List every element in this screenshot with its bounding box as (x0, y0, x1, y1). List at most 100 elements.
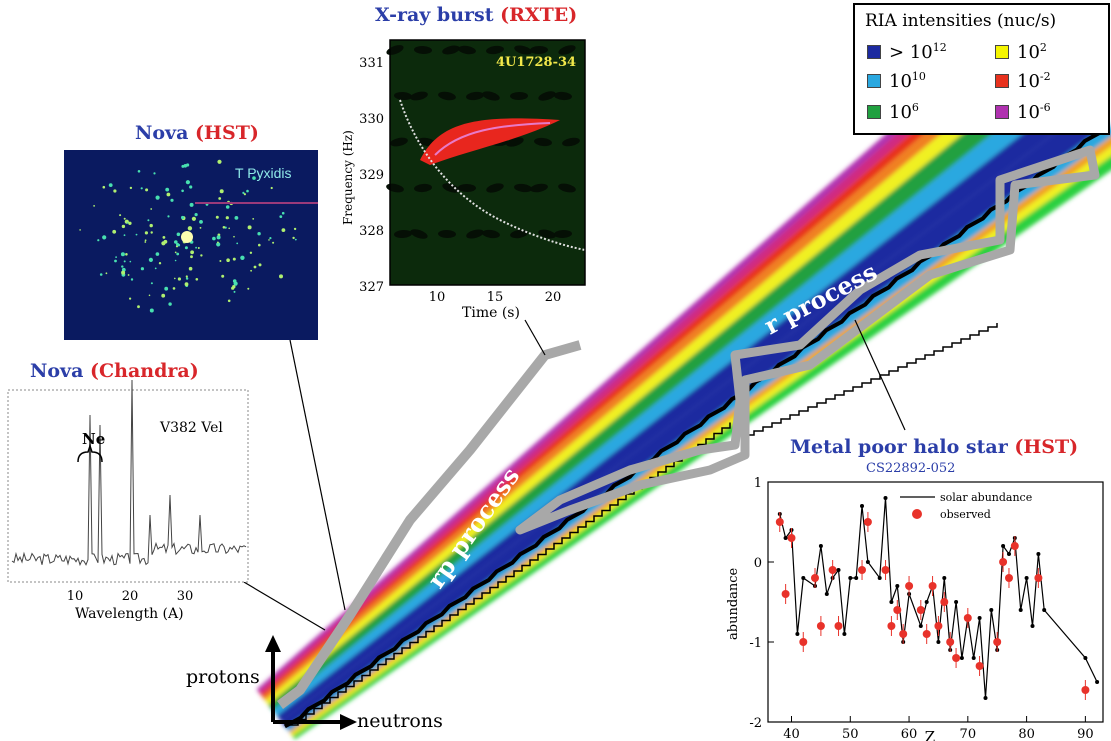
xray-noise (394, 91, 412, 101)
neutrons-axis-arrow (273, 714, 357, 730)
hst-star (279, 215, 283, 219)
hst-star (252, 176, 256, 180)
ria-legend-item: 102 (995, 41, 1047, 63)
xray-xtick: 20 (545, 290, 562, 305)
chart-band (288, 136, 1111, 734)
solar-point (889, 600, 894, 604)
hst-star (199, 227, 202, 229)
observed-point (863, 518, 872, 526)
chandra-xtick: 30 (177, 589, 194, 604)
observed-point (781, 590, 790, 598)
chart-band (262, 34, 1048, 701)
halo-xtick: 70 (960, 727, 977, 741)
hst-star (190, 250, 195, 255)
hst-star (155, 252, 160, 256)
r-process-path (515, 145, 1100, 535)
hst-star (191, 216, 196, 221)
nuclide-chart-bands (256, 12, 1111, 740)
solar-point (795, 632, 800, 636)
chart-band (265, 44, 1057, 705)
halo-ytick: 1 (754, 476, 762, 491)
hst-star (188, 266, 193, 271)
hst-star (228, 227, 230, 230)
hst-star (185, 277, 189, 280)
hst-star (240, 255, 245, 260)
solar-point (1036, 552, 1041, 556)
hst-star (148, 294, 151, 297)
ria-legend-swatch (867, 74, 881, 88)
halo-star-subtitle: CS22892-052 (866, 461, 956, 476)
solar-point (865, 560, 870, 564)
hst-star (247, 287, 250, 290)
halo-title-inst: (HST) (1014, 436, 1079, 458)
solar-point (1024, 576, 1029, 580)
hst-star (140, 187, 143, 190)
solar-point (1095, 680, 1100, 684)
xray-title-inst: (RXTE) (500, 4, 578, 26)
solar-point (1018, 608, 1023, 612)
hst-star (93, 205, 95, 207)
xray-noise (458, 45, 476, 55)
xray-noise (394, 229, 412, 239)
xray-noise (538, 229, 556, 239)
xray-noise (442, 45, 460, 55)
halo-star-title: Metal poor halo star (HST) (790, 436, 1078, 458)
observed-point (928, 582, 937, 590)
hst-star (99, 273, 103, 276)
solar-point (895, 584, 900, 588)
xray-noise (554, 229, 572, 239)
hst-star (258, 243, 261, 247)
xray-noise (410, 91, 428, 101)
observed-point (881, 566, 890, 574)
observed-point (999, 558, 1008, 566)
hst-star (281, 211, 285, 215)
hst-star (212, 236, 216, 241)
hst-star (197, 247, 200, 249)
xray-noise (514, 183, 532, 193)
hst-star (194, 213, 198, 217)
hst-star (252, 218, 255, 220)
xray-burst-title: X-ray burst (RXTE) (375, 4, 577, 26)
ria-legend-swatch (995, 74, 1009, 88)
hst-star (115, 256, 117, 258)
hst-star (236, 242, 239, 245)
ria-legend-label: 102 (1017, 41, 1047, 63)
observed-point (975, 662, 984, 670)
hst-star (127, 274, 130, 276)
hst-star (195, 278, 199, 281)
observed-point (858, 566, 866, 574)
xray-noise (510, 229, 528, 239)
halo-ylabel: abundance (726, 567, 741, 640)
halo-xtick: 90 (1077, 727, 1094, 741)
hst-star (135, 233, 138, 236)
observed-point (816, 622, 825, 630)
hst-star (130, 278, 134, 281)
hst-star (123, 217, 126, 220)
hst-star (216, 242, 221, 247)
xray-noise (466, 91, 484, 101)
observed-point (828, 566, 837, 574)
ria-legend-label: > 1012 (889, 41, 947, 63)
xray-ytick: 330 (359, 112, 384, 127)
solar-point (924, 600, 929, 604)
solar-point (977, 616, 982, 620)
observed-point (799, 638, 808, 646)
hst-star (176, 232, 181, 237)
hst-star (250, 269, 253, 272)
hst-star (185, 275, 188, 278)
hst-star (120, 252, 125, 257)
xray-noise (514, 45, 532, 55)
xray-ytick: 328 (359, 224, 384, 239)
xray-noise (558, 183, 576, 193)
hst-star (170, 198, 174, 202)
hst-star (140, 267, 144, 271)
observed-point (834, 622, 843, 630)
chart-band (260, 26, 1041, 698)
hst-star (177, 277, 181, 281)
solar-point (1007, 552, 1011, 556)
hst-star (270, 186, 273, 190)
ria-legend-label: 1010 (889, 70, 926, 92)
solar-point (801, 576, 806, 580)
hst-star (113, 189, 117, 193)
